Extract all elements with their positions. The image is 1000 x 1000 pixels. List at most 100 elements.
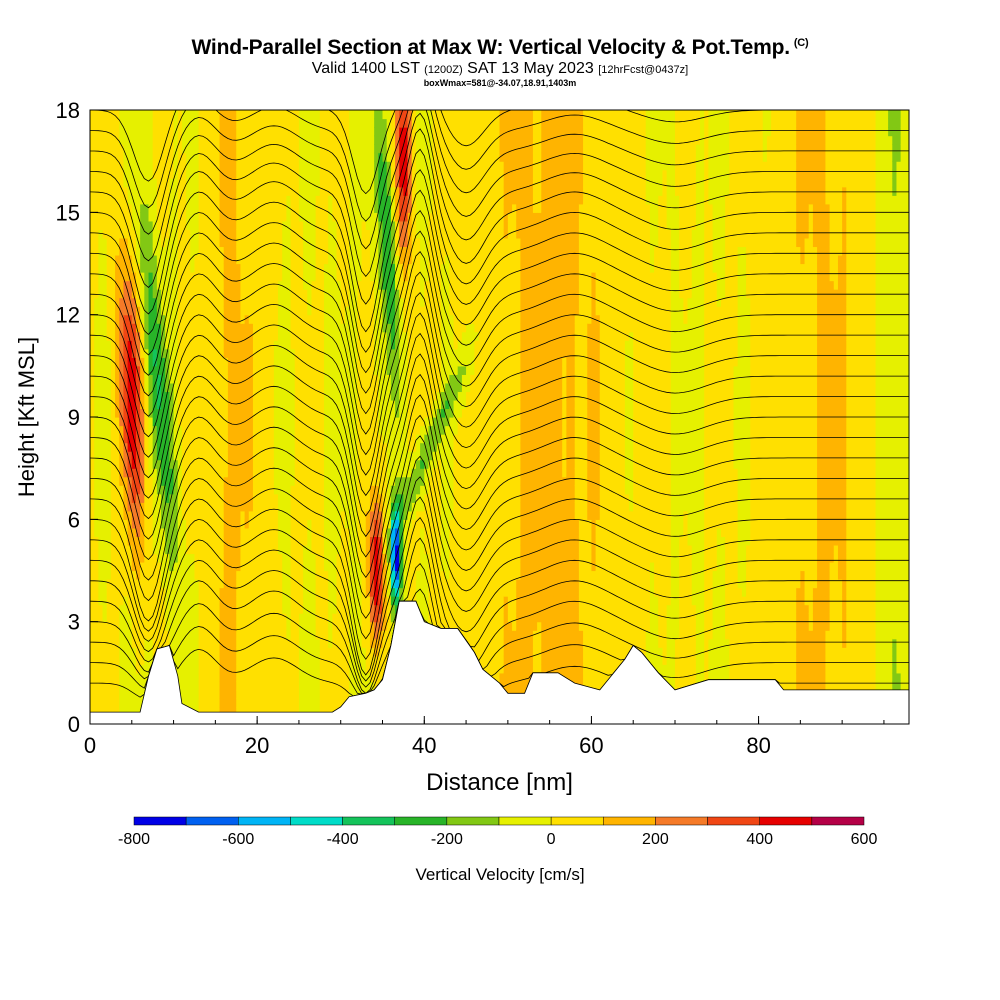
field-cell: [135, 135, 141, 145]
field-cell: [202, 280, 208, 290]
field-cell: [202, 596, 208, 606]
field-cell: [106, 485, 112, 495]
field-cell: [198, 502, 204, 512]
field-cell: [140, 365, 145, 375]
field-cell: [90, 280, 95, 290]
field-cell: [324, 203, 329, 213]
field-cell: [344, 451, 350, 461]
field-cell: [127, 169, 133, 179]
field-cell: [357, 306, 363, 316]
field-cell: [315, 382, 321, 393]
field-cell: [110, 118, 116, 128]
field-cell: [106, 604, 112, 614]
field-cell: [344, 110, 350, 120]
field-cell: [336, 340, 342, 350]
field-cell: [265, 229, 271, 239]
field-cell: [156, 442, 162, 452]
field-cell: [269, 246, 275, 256]
field-cell: [374, 570, 379, 580]
field-cell: [278, 493, 283, 503]
field-cell: [115, 161, 120, 171]
field-cell: [207, 118, 212, 128]
field-cell: [349, 340, 354, 350]
field-cell: [307, 689, 313, 700]
field-cell: [236, 323, 242, 333]
field-cell: [115, 502, 120, 512]
field-cell: [227, 630, 233, 640]
field-cell: [324, 638, 329, 648]
field-cell: [244, 306, 250, 316]
field-cell: [303, 280, 308, 290]
field-cell: [219, 544, 225, 555]
field-cell: [169, 365, 175, 375]
field-cell: [156, 220, 162, 230]
field-cell: [232, 357, 237, 367]
field-cell: [202, 382, 208, 393]
field-cell: [211, 570, 216, 580]
field-cell: [349, 289, 354, 299]
field-cell: [307, 280, 313, 290]
field-cell: [148, 357, 154, 367]
field-cell: [115, 630, 120, 640]
field-cell: [102, 630, 108, 640]
field-cell: [211, 289, 216, 299]
field-cell: [361, 408, 367, 418]
field-cell: [186, 374, 191, 384]
field-cell: [273, 229, 279, 239]
field-cell: [232, 408, 237, 418]
field-cell: [144, 561, 150, 572]
field-cell: [282, 570, 287, 580]
field-cell: [294, 493, 300, 503]
field-cell: [219, 110, 225, 120]
field-cell: [186, 272, 191, 282]
field-cell: [98, 314, 104, 324]
field-cell: [94, 485, 99, 495]
field-cell: [353, 382, 359, 393]
field-cell: [303, 254, 308, 265]
field-cell: [236, 510, 242, 520]
field-cell: [248, 297, 254, 307]
field-cell: [357, 331, 363, 341]
field-cell: [98, 681, 104, 691]
field-cell: [207, 340, 212, 350]
field-cell: [340, 169, 346, 179]
field-cell: [344, 417, 350, 427]
field-cell: [307, 468, 313, 478]
field-cell: [257, 229, 262, 239]
field-cell: [219, 510, 225, 520]
field-cell: [181, 621, 187, 631]
field-cell: [357, 451, 363, 461]
field-cell: [148, 237, 154, 248]
field-cell: [152, 237, 158, 248]
field-cell: [223, 127, 229, 137]
field-cell: [282, 212, 287, 222]
field-cell: [223, 476, 229, 486]
field-cell: [261, 391, 267, 401]
field-cell: [282, 417, 287, 427]
field-cell: [227, 613, 233, 623]
field-cell: [328, 280, 333, 290]
field-cell: [311, 621, 317, 631]
field-cell: [307, 314, 313, 324]
field-cell: [248, 698, 254, 708]
field-cell: [265, 212, 271, 222]
field-cell: [156, 178, 162, 188]
field-cell: [102, 340, 108, 350]
field-cell: [123, 399, 129, 410]
field-cell: [190, 323, 196, 333]
field-cell: [102, 647, 108, 657]
field-cell: [110, 502, 116, 512]
field-cell: [115, 519, 120, 529]
field-cell: [374, 468, 379, 478]
field-cell: [110, 451, 116, 461]
field-cell: [202, 459, 208, 469]
field-cell: [110, 323, 116, 333]
field-cell: [311, 382, 317, 393]
field-cell: [173, 110, 179, 120]
field-cell: [340, 502, 346, 512]
field-cell: [252, 485, 258, 495]
field-cell: [110, 246, 116, 256]
field-cell: [365, 169, 371, 179]
field-cell: [303, 510, 308, 520]
field-cell: [307, 638, 313, 648]
